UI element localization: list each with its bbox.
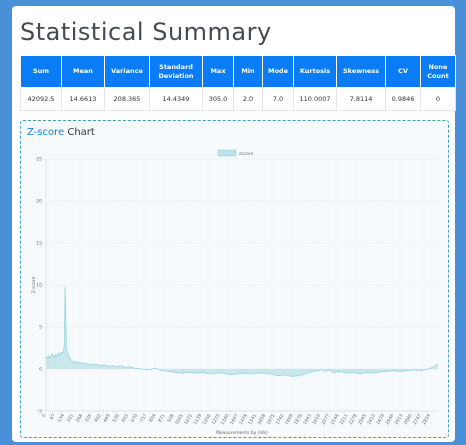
x-tick-label: 2144 (330, 413, 341, 426)
header-min: Min (233, 55, 263, 88)
value-none-count: 0 (420, 87, 456, 111)
stats-header-row: Sum Mean Variance Standard Deviation Max… (20, 55, 456, 88)
series-area-zscore (46, 286, 438, 377)
header-std-dev: Standard Deviation (149, 55, 203, 88)
x-tick-label: 2345 (357, 413, 368, 426)
x-tick-label: 2278 (348, 413, 359, 426)
value-kurtosis: 110.0007 (293, 87, 337, 111)
x-tick-label: 201 (66, 413, 76, 424)
x-tick-label: 804 (148, 413, 158, 424)
summary-card: Statistical Summary Sum Mean Variance St… (12, 6, 456, 442)
stats-value-row: 42092.5 14.6613 208.365 14.4349 305.0 2.… (20, 87, 456, 111)
x-tick-label: 1273 (211, 413, 222, 426)
y-tick-label: 20 (36, 199, 42, 205)
x-tick-label: 2211 (339, 413, 350, 426)
x-tick-label: 1608 (256, 413, 267, 426)
header-cv: CV (385, 55, 421, 88)
value-mode: 7.0 (262, 87, 294, 111)
chart-card-title-rest: Chart (64, 127, 95, 138)
value-mean: 14.6613 (61, 87, 105, 111)
header-variance: Variance (104, 55, 150, 88)
x-tick-label: 1742 (275, 413, 286, 426)
x-tick-label: 1943 (302, 413, 313, 426)
y-axis-title: Z-score (31, 276, 37, 293)
x-tick-label: 335 (84, 413, 94, 424)
value-cv: 0.9846 (385, 87, 421, 111)
value-std-dev: 14.4349 (149, 87, 203, 111)
x-tick-label: 1809 (284, 413, 295, 426)
header-skewness: Skewness (336, 55, 386, 88)
header-sum: Sum (20, 55, 62, 88)
x-tick-label: 1876 (293, 413, 304, 426)
chart-card-title-highlight: Z-score (27, 127, 65, 138)
x-tick-label: 2479 (375, 413, 386, 426)
page-title: Statistical Summary (20, 18, 272, 46)
x-tick-label: 2546 (384, 413, 395, 426)
zscore-chart-card: Z-score Chart -5 0 5 10 15 20 25 0 67 134 201 268 33… (20, 120, 449, 438)
value-skewness: 7.8114 (336, 87, 386, 111)
x-tick-label: 737 (139, 413, 149, 424)
value-max: 305.0 (202, 87, 234, 111)
y-tick-label: 5 (39, 325, 42, 331)
x-tick-label: 670 (130, 413, 140, 424)
x-tick-label: 1072 (183, 413, 194, 426)
series-line-zscore (45, 286, 439, 377)
y-tick-label: 0 (39, 367, 42, 373)
x-tick-label: 1541 (247, 413, 258, 426)
x-tick-label: 2010 (311, 413, 322, 426)
x-tick-label: 1474 (238, 413, 249, 426)
header-mode: Mode (262, 55, 294, 88)
header-kurtosis: Kurtosis (293, 55, 337, 88)
chart-card-title: Z-score Chart (27, 127, 95, 138)
header-max: Max (202, 55, 234, 88)
x-tick-label: 67 (49, 413, 57, 421)
y-tick-label: 10 (36, 283, 42, 289)
x-tick-label: 2747 (412, 413, 423, 426)
x-tick-label: 1675 (266, 413, 277, 426)
x-tick-label: 2814 (421, 413, 432, 426)
x-tick-label: 268 (75, 413, 85, 424)
x-tick-label: 2077 (320, 413, 331, 426)
header-mean: Mean (61, 55, 105, 88)
y-tick-label: 25 (36, 157, 42, 163)
x-tick-label: 1340 (220, 413, 231, 426)
x-tick-label: 2412 (366, 413, 377, 426)
x-tick-label: 402 (93, 413, 103, 424)
value-variance: 208.365 (104, 87, 150, 111)
x-tick-label: 1139 (192, 413, 203, 426)
legend-swatch-zscore (217, 149, 237, 157)
x-tick-label: 2680 (403, 413, 414, 426)
x-axis-title: Measurements by (Ids) (216, 430, 268, 436)
x-tick-label: 2613 (394, 413, 405, 426)
x-tick-label: 938 (166, 413, 176, 424)
x-tick-label: 1206 (201, 413, 212, 426)
x-tick-label: 1407 (229, 413, 240, 426)
x-tick-label: 0 (41, 413, 48, 419)
header-none-count: None Count (420, 55, 456, 88)
stats-table: Sum Mean Variance Standard Deviation Max… (20, 55, 456, 111)
x-tick-label: 871 (157, 413, 167, 424)
x-tick-label: 603 (121, 413, 131, 424)
x-tick-label: 536 (111, 413, 121, 424)
value-min: 2.0 (233, 87, 263, 111)
x-tick-label: 469 (102, 413, 112, 424)
x-tick-label: 1005 (174, 413, 185, 426)
x-tick-label: 134 (57, 413, 67, 424)
legend-label-zscore: zscore (239, 151, 254, 157)
y-tick-label: -5 (38, 409, 43, 415)
y-tick-label: 15 (36, 241, 42, 247)
value-sum: 42092.5 (20, 87, 62, 111)
